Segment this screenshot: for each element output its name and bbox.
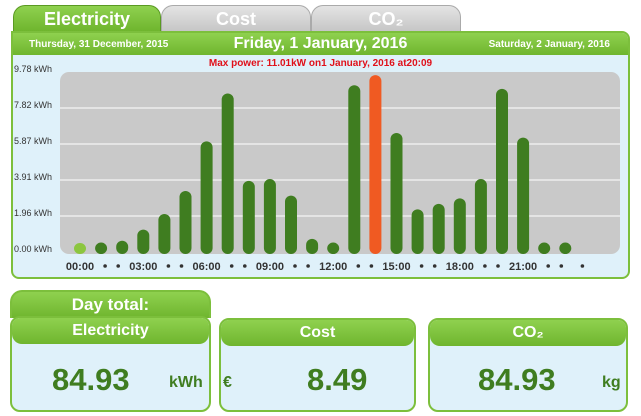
x-tick-dot bbox=[496, 264, 500, 268]
x-tick-dot bbox=[559, 264, 564, 268]
electricity-total-unit: kWh bbox=[169, 374, 203, 391]
energy-bar-chart: 9.78 kWh 7.82 kWh 5.87 kWh 3.91 kWh 1.96 kWh… bbox=[14, 64, 620, 273]
chart-bar[interactable] bbox=[348, 85, 361, 254]
electricity-total-value: 84.93 bbox=[52, 362, 130, 397]
x-tick-dot bbox=[356, 264, 361, 268]
x-tick-label: 03:00 bbox=[129, 261, 157, 273]
co2-total-box: CO₂ 84.93 kg bbox=[428, 318, 628, 412]
y-tick-label: 5.87 kWh bbox=[14, 136, 52, 146]
chart-bar[interactable] bbox=[453, 198, 466, 254]
x-tick-dot bbox=[179, 264, 184, 268]
chart-bar[interactable] bbox=[306, 238, 319, 254]
cost-total-box: Cost € 8.49 bbox=[219, 318, 416, 412]
x-tick-label: 00:00 bbox=[66, 261, 94, 273]
chart-bar[interactable] bbox=[285, 195, 297, 254]
cost-total-title: Cost bbox=[221, 320, 414, 346]
y-tick-label: 3.91 kWh bbox=[14, 172, 52, 182]
chart-bar[interactable] bbox=[221, 93, 234, 254]
y-tick-label: 7.82 kWh bbox=[14, 100, 52, 110]
x-tick-label: 21:00 bbox=[509, 261, 537, 273]
tab-cost[interactable]: Cost bbox=[161, 5, 311, 31]
chart-bar[interactable] bbox=[116, 240, 129, 254]
tab-co2[interactable]: CO₂ bbox=[311, 5, 461, 31]
chart-bar[interactable] bbox=[496, 88, 508, 254]
chart-bar[interactable] bbox=[559, 242, 572, 254]
chart-bar[interactable] bbox=[390, 133, 403, 254]
chart-bar[interactable] bbox=[327, 242, 340, 254]
chart-bar[interactable] bbox=[74, 243, 86, 254]
x-tick-dot bbox=[103, 264, 107, 268]
co2-total-unit: kg bbox=[602, 374, 621, 391]
co2-total-value: 84.93 bbox=[478, 362, 556, 397]
x-tick-dot bbox=[580, 264, 585, 268]
chart-bar[interactable] bbox=[411, 209, 424, 254]
chart-bar[interactable] bbox=[179, 191, 192, 254]
x-tick-dot bbox=[166, 264, 171, 268]
y-tick-label: 1.96 kWh bbox=[14, 208, 52, 218]
chart-bar[interactable] bbox=[242, 180, 255, 254]
cost-total-value: 8.49 bbox=[307, 362, 368, 397]
chart-bar[interactable] bbox=[369, 75, 382, 255]
co2-total-title: CO₂ bbox=[430, 320, 626, 346]
x-tick-dot bbox=[432, 264, 437, 268]
x-tick-dot bbox=[419, 264, 424, 268]
x-tick-dot bbox=[229, 264, 234, 268]
chart-bar[interactable] bbox=[137, 229, 150, 254]
x-tick-dot bbox=[293, 264, 297, 268]
x-tick-dot bbox=[243, 264, 247, 268]
x-tick-label: 12:00 bbox=[319, 261, 347, 273]
max-power-text: Max power: 11.01kW on1 January, 2016 at2… bbox=[208, 58, 433, 69]
cost-currency-symbol: € bbox=[223, 374, 232, 391]
x-tick-dot bbox=[369, 264, 374, 268]
current-date-title: Friday, 1 January, 2016 bbox=[233, 35, 408, 52]
x-tick-dot bbox=[546, 264, 550, 268]
chart-bar[interactable] bbox=[158, 214, 171, 254]
chart-bar[interactable] bbox=[432, 203, 445, 254]
x-tick-label: 18:00 bbox=[446, 261, 474, 273]
x-tick-dot bbox=[116, 264, 120, 268]
chart-bar[interactable] bbox=[263, 179, 276, 254]
chart-bar[interactable] bbox=[95, 242, 108, 254]
date-navigation-bar: Thursday, 31 December, 2015 Friday, 1 Ja… bbox=[13, 33, 628, 55]
x-tick-label: 09:00 bbox=[256, 261, 284, 273]
electricity-total-title: Electricity bbox=[12, 318, 209, 344]
electricity-total-box: Electricity 84.93 kWh bbox=[10, 316, 211, 412]
y-tick-label: 9.78 kWh bbox=[14, 64, 52, 74]
x-tick-dot bbox=[483, 264, 487, 268]
plot-area bbox=[60, 72, 620, 254]
x-tick-label: 06:00 bbox=[193, 261, 221, 273]
previous-day-link[interactable]: Thursday, 31 December, 2015 bbox=[29, 39, 169, 50]
chart-bar[interactable] bbox=[517, 137, 530, 254]
tab-electricity[interactable]: Electricity bbox=[13, 5, 161, 31]
chart-bar[interactable] bbox=[538, 242, 551, 254]
day-total-label: Day total: bbox=[10, 290, 211, 318]
next-day-link[interactable]: Saturday, 2 January, 2016 bbox=[488, 39, 610, 50]
chart-bar[interactable] bbox=[474, 179, 487, 254]
x-tick-dot bbox=[306, 264, 310, 268]
y-tick-label: 0.00 kWh bbox=[14, 244, 52, 254]
chart-bar[interactable] bbox=[200, 141, 213, 254]
x-tick-label: 15:00 bbox=[382, 261, 410, 273]
